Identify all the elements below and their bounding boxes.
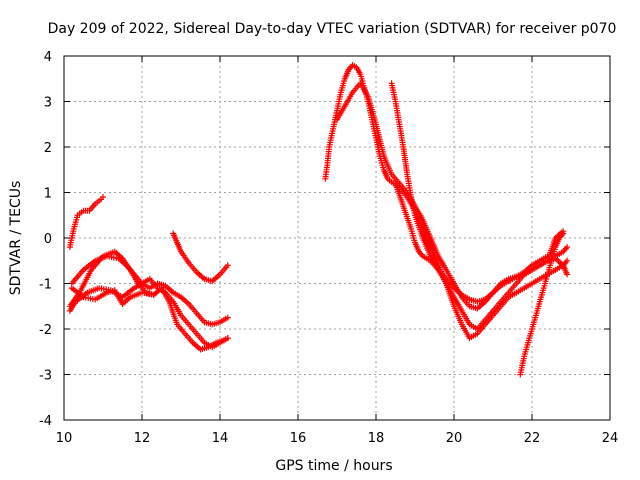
data-point-markers bbox=[68, 285, 157, 307]
series-track-4 bbox=[68, 253, 231, 328]
y-tick-label: -3 bbox=[39, 369, 52, 384]
data-point-markers bbox=[170, 230, 231, 285]
data-point-markers bbox=[517, 230, 567, 378]
series-track-5 bbox=[68, 285, 157, 307]
series-track-11 bbox=[517, 230, 567, 378]
x-tick-label: 14 bbox=[212, 431, 229, 446]
x-tick-label: 16 bbox=[290, 431, 307, 446]
series-track-10 bbox=[392, 180, 567, 332]
y-axis-label: SDTVAR / TECUs bbox=[8, 181, 24, 296]
data-point-markers bbox=[322, 62, 571, 342]
y-tick-label: -1 bbox=[39, 278, 52, 293]
x-tick-label: 20 bbox=[446, 431, 463, 446]
data-point-markers bbox=[68, 253, 231, 328]
data-point-markers bbox=[392, 180, 567, 332]
series-track-7 bbox=[322, 62, 571, 342]
y-tick-label: -2 bbox=[39, 323, 52, 338]
chart-title: Day 209 of 2022, Sidereal Day-to-day VTE… bbox=[48, 21, 617, 37]
x-tick-label: 18 bbox=[368, 431, 385, 446]
series-track-6 bbox=[170, 230, 231, 285]
y-tick-label: 0 bbox=[44, 232, 52, 247]
y-tick-label: -4 bbox=[39, 414, 52, 429]
x-tick-label: 22 bbox=[524, 431, 541, 446]
y-tick-label: 4 bbox=[44, 50, 52, 65]
y-tick-label: 1 bbox=[44, 187, 52, 202]
x-tick-label: 10 bbox=[56, 431, 73, 446]
y-tick-label: 3 bbox=[44, 96, 52, 111]
data-point-markers bbox=[66, 194, 106, 251]
x-tick-label: 12 bbox=[134, 431, 151, 446]
y-tick-label: 2 bbox=[44, 141, 52, 156]
x-tick-label: 24 bbox=[602, 431, 619, 446]
data-layer bbox=[66, 62, 571, 378]
x-axis-label: GPS time / hours bbox=[275, 458, 392, 474]
series-track-1 bbox=[66, 194, 106, 251]
